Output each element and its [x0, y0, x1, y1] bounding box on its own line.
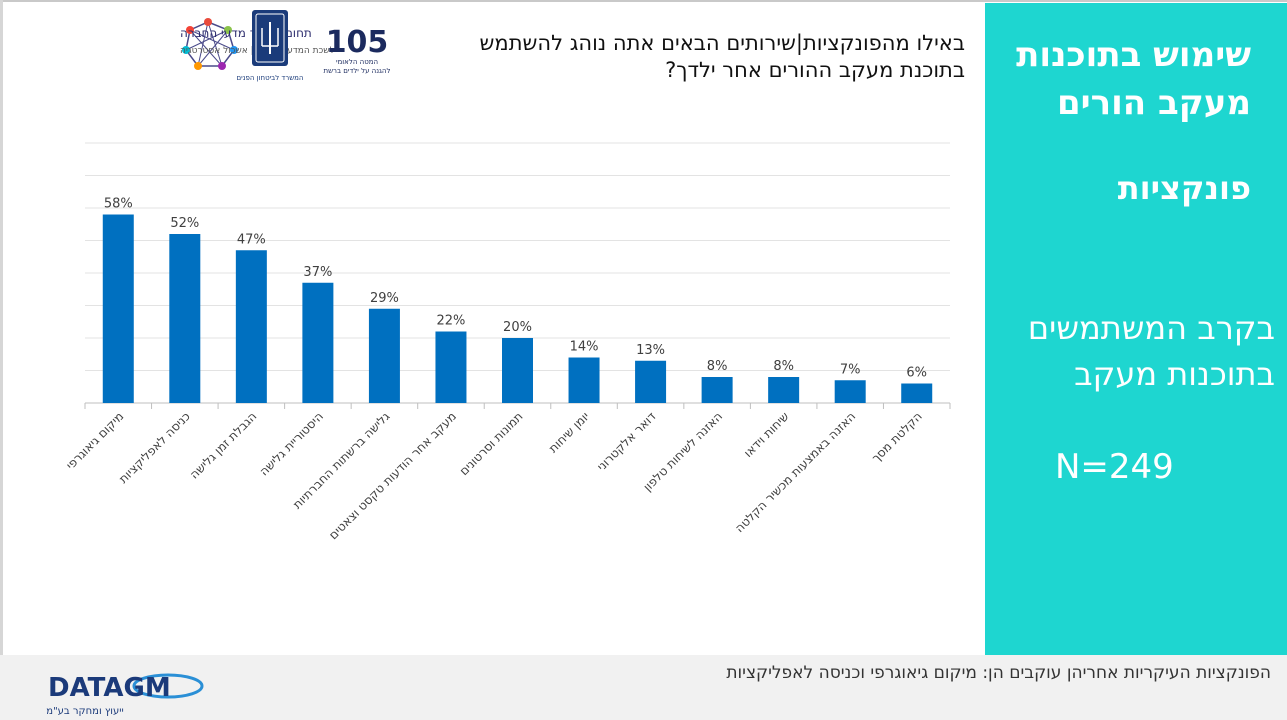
- data-label: 13%: [636, 343, 665, 358]
- category-label: מיקום גיאוגרפי: [63, 409, 126, 472]
- data-label: 22%: [437, 314, 466, 329]
- network-logo-icon: [182, 18, 238, 70]
- logos-area: תחום מחקר מדעי החברה לשכת המדען הראשי | …: [180, 10, 391, 82]
- bar: [701, 377, 733, 403]
- bar: [502, 338, 533, 403]
- bar: [235, 250, 267, 403]
- ministry-caption: המשרד לביטחון הפנים: [237, 74, 304, 82]
- bar: [901, 383, 933, 403]
- data-label: 37%: [303, 265, 332, 280]
- data-label: 14%: [570, 340, 599, 355]
- datagm-logo: DATAGM ייעוץ ומחקר בע"מ: [46, 673, 204, 717]
- bar: [169, 234, 201, 403]
- swoosh-icon: [132, 673, 204, 699]
- sidebar-title: שימוש בתוכנות מעקב הורים: [1016, 35, 1251, 123]
- bar: [768, 377, 800, 403]
- data-label: 58%: [104, 197, 133, 212]
- sidebar-panel: שימוש בתוכנות מעקב הורים פונקציות בקרב ה…: [985, 3, 1287, 655]
- category-label: היסטוריית גלישה: [257, 409, 326, 478]
- bar-chart: 58% מיקום גיאוגרפי 52% כניסה לאפליקציות 47% ה…: [63, 142, 951, 542]
- category-label: מעקב אחר הודעות טקסט וצאטים: [326, 409, 459, 542]
- bar: [102, 214, 134, 403]
- bar: [568, 357, 600, 403]
- category-label: הגבלת זמן גלישה: [187, 409, 259, 481]
- data-label: 29%: [370, 291, 399, 306]
- sidebar-subtitle: פונקציות: [1117, 169, 1251, 207]
- bar: [834, 380, 866, 403]
- hotline-caption-2: להגנה על ילדים ברשת: [324, 67, 391, 75]
- data-label: 47%: [237, 232, 266, 247]
- data-label: 20%: [503, 320, 532, 335]
- top-border: [0, 0, 1287, 2]
- state-emblem-icon: [252, 10, 288, 66]
- hotline-caption-1: המטה הלאומי: [336, 58, 378, 66]
- data-label: 8%: [773, 359, 794, 374]
- question-title: באילו מהפונקציות|שירותים הבאים אתה נוהג …: [479, 31, 965, 82]
- data-label: 52%: [170, 216, 199, 231]
- category-label: האזנה באמצעות מכשיר הקלטה: [732, 409, 858, 535]
- sidebar-population: בקרב המשתמשים בתוכנות מעקב: [1027, 309, 1275, 393]
- category-label: הקלטת מסך: [869, 409, 925, 465]
- data-label: 6%: [906, 366, 927, 381]
- category-label: שיחות וידאו: [741, 409, 792, 460]
- bar: [368, 308, 400, 403]
- data-label: 8%: [707, 359, 728, 374]
- datagm-tagline: ייעוץ ומחקר בע"מ: [46, 706, 123, 717]
- bar: [435, 331, 467, 403]
- bar: [302, 282, 334, 403]
- footer-bar: [0, 655, 1287, 720]
- category-label: כניסה לאפליקציות: [116, 409, 193, 486]
- bar: [635, 360, 667, 403]
- category-label: דואר אלקטרוני: [594, 409, 659, 474]
- hotline-number: 105: [326, 25, 389, 60]
- footer-summary: הפונקציות העיקריות אחריהן עוקבים הן: מיק…: [726, 663, 1271, 683]
- category-label: תמונות וסרטונים: [457, 409, 526, 478]
- sample-size: N=249: [1055, 447, 1174, 487]
- data-label: 7%: [840, 362, 861, 377]
- datagm-wordmark: DATAGM: [48, 673, 171, 703]
- category-label: יומן שיחות: [546, 409, 592, 455]
- left-border: [0, 0, 3, 655]
